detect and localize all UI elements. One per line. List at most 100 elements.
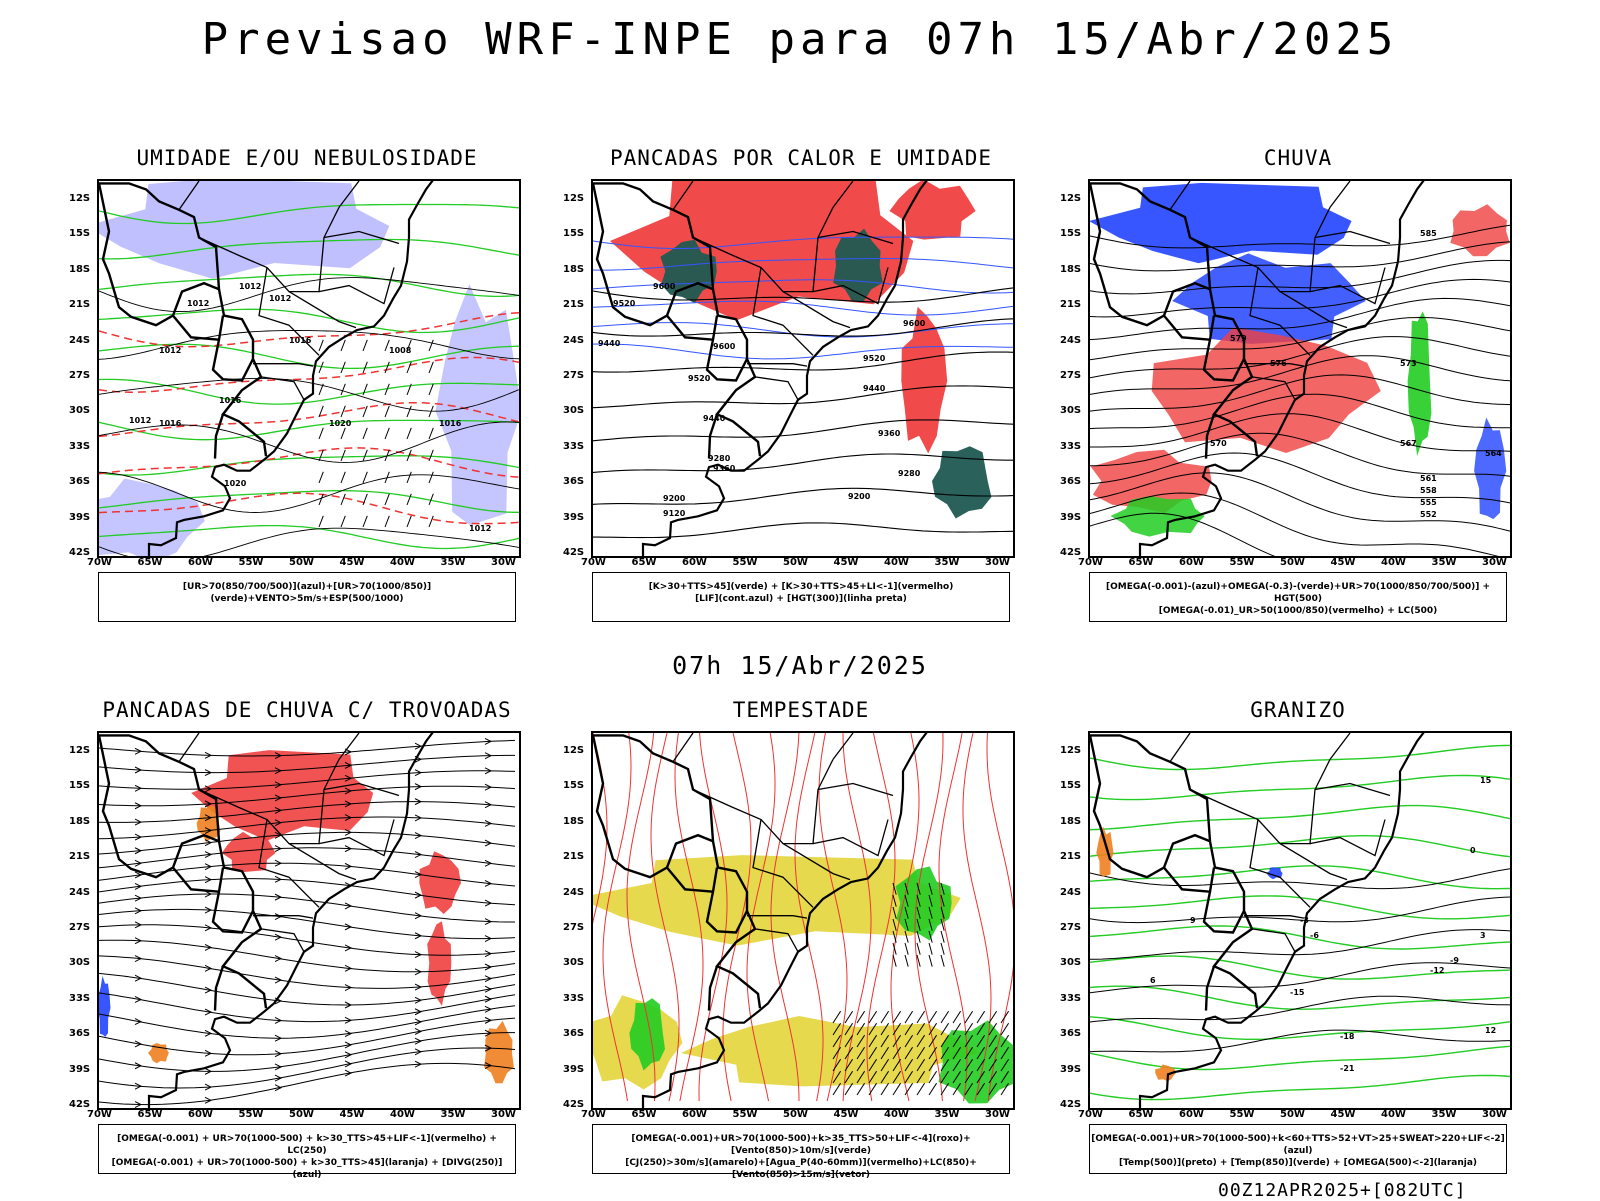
wind-vector: [952, 1046, 962, 1060]
longitude-label: 45W: [339, 1109, 365, 1120]
wind-vector: [916, 894, 921, 907]
state-border: [253, 915, 314, 919]
streamline-arrow: [414, 968, 423, 976]
latitude-label: 33S: [563, 440, 585, 452]
streamline-arrow: [204, 769, 213, 777]
streamline-arrow: [344, 761, 353, 769]
latitude-label: 36S: [69, 476, 91, 488]
wind-vector: [340, 449, 346, 462]
hgt500-contour: [1090, 259, 1510, 295]
green-humidity-contour: [99, 419, 519, 441]
latitude-label: 24S: [69, 886, 91, 898]
wind-vector: [928, 894, 933, 907]
pressure-label: 1012: [159, 346, 181, 355]
latitude-label: 33S: [69, 992, 91, 1004]
wind-vector: [856, 1022, 866, 1036]
rain-green-area: [1407, 311, 1432, 456]
state-border: [1279, 843, 1348, 881]
streamline-arrow: [484, 767, 493, 775]
latitude-label: 18S: [69, 815, 91, 827]
wind-vector: [384, 427, 390, 440]
streamline-arrow: [204, 839, 213, 847]
legend-line-2: [CJ(250)>30m/s](amarelo)+[Agua_P(40-60mm…: [625, 1158, 977, 1180]
latitude-label: 12S: [563, 193, 585, 204]
streamline-850: [722, 733, 752, 1102]
streamline-arrow: [344, 845, 353, 853]
pressure-label: 1012: [187, 299, 209, 308]
wind-vector: [976, 1034, 986, 1048]
latitude-label: 36S: [1060, 1028, 1082, 1040]
streamline-arrow: [484, 935, 493, 942]
country-border: [1202, 315, 1246, 382]
pressure-label: 1016: [289, 336, 312, 345]
pressure-contour: [99, 421, 519, 463]
wind-vector: [904, 1082, 914, 1096]
latitude-label: 39S: [1060, 511, 1082, 523]
wind-vector: [976, 1022, 986, 1036]
wind-vector: [892, 1058, 902, 1072]
streamline-arrow: [134, 1018, 143, 1026]
state-border: [258, 819, 320, 908]
streamline-arrow: [344, 1016, 353, 1024]
longitude-label: 40W: [390, 557, 415, 568]
wind-vector: [384, 405, 390, 418]
rain-green-area: [1110, 496, 1205, 537]
longitude-label: 60W: [1179, 1109, 1204, 1120]
wind-vector: [892, 1022, 902, 1036]
wind-vector: [880, 1070, 890, 1084]
streamline-arrow: [414, 832, 423, 840]
streamline-arrow: [204, 851, 213, 858]
temp850-contour: [1090, 865, 1510, 890]
wind-vector: [916, 1082, 926, 1096]
heat-red-area: [901, 306, 948, 454]
hgt300-contour: [593, 522, 1013, 539]
streamline-250: [99, 972, 516, 1006]
hgt500-contour: [1090, 452, 1510, 504]
legend-line-1: [OMEGA(-0.001)+UR>70(1000-500)+k<60+TTS>…: [1091, 1134, 1505, 1156]
temperature-label: 12: [1485, 1026, 1496, 1035]
legend-box: [OMEGA(-0.001)+UR>70(1000-500)+k<60+TTS>…: [1089, 1124, 1507, 1174]
wind-vector: [406, 383, 412, 396]
streamline-arrow: [344, 814, 353, 822]
map-canvas: [593, 733, 1013, 1108]
streamline-arrow: [344, 1041, 353, 1049]
latitude-label: 24S: [1060, 334, 1082, 346]
temp500-contour: [1090, 929, 1510, 960]
streamline-arrow: [484, 975, 493, 983]
longitude-label: 50W: [289, 557, 314, 568]
streamline-arrow: [204, 1067, 213, 1075]
state-border: [178, 181, 200, 211]
streamline-arrow: [204, 1096, 213, 1104]
state-border: [1329, 181, 1351, 208]
wind-vector: [892, 894, 897, 907]
streamline-250: [99, 878, 516, 906]
state-border: [258, 267, 320, 356]
latitude-label: 27S: [69, 922, 91, 933]
longitude-label: 70W: [1078, 1109, 1103, 1120]
streamline-arrow: [204, 863, 213, 871]
temp850-contour: [1090, 1045, 1510, 1071]
wind-vector: [362, 493, 368, 506]
wind-vector: [318, 427, 324, 440]
latitude-label: 30S: [1060, 405, 1082, 417]
latitude-label: 21S: [563, 299, 585, 311]
mid-date: 07h 15/Abr/2025: [672, 651, 928, 680]
wind-vector: [964, 1082, 974, 1096]
wind-vector: [362, 405, 368, 418]
wind-vector: [928, 954, 933, 967]
streamline-arrow: [414, 851, 423, 858]
heat-green-area: [932, 446, 992, 519]
streamline-arrow: [204, 1008, 213, 1016]
streamline-arrow: [274, 845, 283, 853]
latitude-label: 15S: [563, 228, 585, 240]
country-border: [666, 314, 714, 341]
wind-vector: [318, 361, 324, 374]
wind-vector: [892, 942, 897, 955]
wind-vector: [880, 1058, 890, 1072]
streamline-arrow: [134, 907, 143, 915]
wind-vector: [904, 882, 909, 895]
wind-vector: [406, 471, 412, 484]
red-thickness-contour: [99, 447, 519, 478]
longitude-label: 40W: [1381, 557, 1406, 568]
